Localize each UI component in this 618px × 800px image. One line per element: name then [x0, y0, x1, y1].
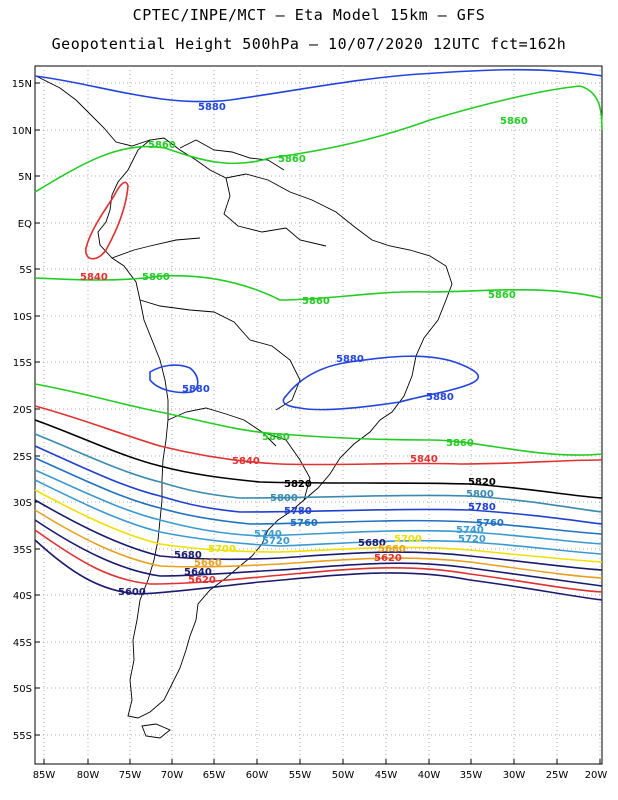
lat-label: 15S — [13, 358, 32, 369]
label-5620: 5620 — [374, 553, 402, 564]
contour-5860-south — [34, 274, 603, 301]
lat-label: 15N — [12, 79, 32, 90]
label-5700: 5700 — [394, 534, 422, 545]
label-5680: 5680 — [174, 550, 202, 561]
lat-label: 25S — [13, 452, 32, 463]
contour-5740 — [34, 469, 603, 545]
lat-lon-grid — [35, 66, 602, 764]
axis-ticks — [35, 82, 601, 764]
contour-5880-north — [34, 68, 603, 103]
label-5860: 5860 — [148, 140, 176, 151]
lat-label: 35S — [13, 545, 32, 556]
label-5860: 5860 — [302, 296, 330, 307]
lon-label: 30W — [503, 770, 526, 781]
label-5800: 5800 — [466, 489, 494, 500]
lon-label: 80W — [77, 770, 100, 781]
lat-label: 20S — [13, 405, 32, 416]
label-5880: 5880 — [336, 354, 364, 365]
label-5820: 5820 — [468, 477, 496, 488]
label-5700: 5700 — [208, 544, 236, 555]
label-5660: 5660 — [378, 544, 406, 555]
lon-label: 20W — [585, 770, 608, 781]
label-5860: 5860 — [488, 290, 516, 301]
label-5760: 5760 — [290, 518, 318, 529]
label-5860: 5860 — [500, 116, 528, 127]
lon-label: 25W — [546, 770, 569, 781]
label-5860: 5860 — [278, 154, 306, 165]
lat-label: 10N — [12, 126, 32, 137]
label-5640: 5640 — [184, 567, 212, 578]
lon-label: 65W — [203, 770, 226, 781]
lat-labels: 15N 10N 5N EQ 5S 10S 15S 20S 25S 30S 35S… — [12, 79, 32, 742]
lat-label: 5S — [19, 265, 32, 276]
lat-label: 55S — [13, 731, 32, 742]
contour-5840-amazon — [85, 181, 129, 260]
lon-labels: 85W 80W 75W 70W 65W 60W 55W 50W 45W 40W … — [33, 770, 608, 781]
lon-label: 35W — [460, 770, 483, 781]
country-borders — [111, 177, 327, 501]
label-5820: 5820 — [284, 479, 312, 490]
chart-title-line1: CPTEC/INPE/MCT – Eta Model 15km – GFS — [132, 6, 486, 24]
label-5740: 5740 — [456, 525, 484, 536]
label-5600: 5600 — [118, 587, 146, 598]
label-5760: 5760 — [476, 518, 504, 529]
lon-label: 75W — [119, 770, 142, 781]
lon-label: 85W — [33, 770, 56, 781]
label-5660: 5660 — [194, 558, 222, 569]
label-5860: 5860 — [142, 272, 170, 283]
lat-label: EQ — [18, 219, 32, 230]
label-5780: 5780 — [284, 506, 312, 517]
contour-5660 — [34, 509, 603, 579]
contour-labels: 5880 5860 5860 5860 5840 5860 5860 5860 … — [80, 102, 528, 598]
label-5680: 5680 — [358, 538, 386, 549]
lat-label: 5N — [18, 172, 32, 183]
contour-5620 — [34, 529, 603, 593]
label-5800: 5800 — [270, 493, 298, 504]
map-frame — [34, 65, 603, 765]
tierra-del-fuego — [141, 723, 171, 739]
contour-5680 — [34, 499, 603, 571]
label-5720: 5720 — [458, 534, 486, 545]
chart-title-line2: Geopotential Height 500hPa – 10/07/2020 … — [51, 35, 567, 53]
contour-5640 — [34, 519, 603, 587]
lat-label: 40S — [13, 591, 32, 602]
contour-5600 — [34, 539, 603, 601]
contour-5840 — [34, 405, 603, 466]
label-5840: 5840 — [410, 454, 438, 465]
label-5880: 5880 — [198, 102, 226, 113]
lat-label: 45S — [13, 638, 32, 649]
lon-label: 50W — [332, 770, 355, 781]
contour-5760 — [34, 457, 603, 535]
lon-label: 40W — [418, 770, 441, 781]
label-5880: 5880 — [182, 384, 210, 395]
label-5880: 5880 — [426, 392, 454, 403]
label-5720: 5720 — [262, 536, 290, 547]
lat-label: 30S — [13, 498, 32, 509]
contour-5880-east — [282, 355, 480, 411]
label-5620: 5620 — [188, 575, 216, 586]
contour-5880-west — [149, 364, 199, 394]
contour-5860-tropic — [34, 383, 603, 456]
contour-5860-north — [34, 85, 603, 193]
label-5860: 5860 — [446, 438, 474, 449]
label-5860: 5860 — [262, 432, 290, 443]
label-5780: 5780 — [468, 502, 496, 513]
contour-5720 — [34, 479, 603, 555]
contour-5780 — [34, 445, 603, 525]
label-5840: 5840 — [80, 272, 108, 283]
contour-5820 — [34, 419, 603, 499]
contour-5700 — [34, 489, 603, 563]
label-5740: 5740 — [254, 529, 282, 540]
lat-label: 10S — [13, 312, 32, 323]
lon-label: 55W — [289, 770, 312, 781]
contour-5800 — [34, 433, 603, 513]
label-5840: 5840 — [232, 456, 260, 467]
lon-label: 60W — [246, 770, 269, 781]
lat-label: 50S — [13, 684, 32, 695]
lon-label: 45W — [375, 770, 398, 781]
caribbean-coast — [35, 75, 285, 171]
lon-label: 70W — [161, 770, 184, 781]
contour-lines — [34, 68, 603, 601]
